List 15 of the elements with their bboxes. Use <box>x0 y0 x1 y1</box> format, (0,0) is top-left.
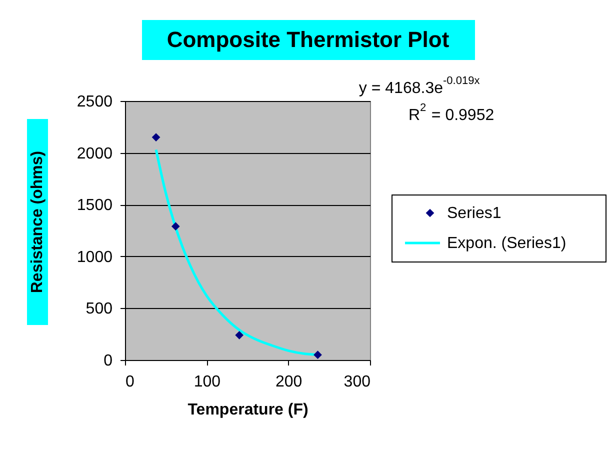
y-tick-label: 1000 <box>76 248 113 266</box>
y-axis-title: Resistance (ohms) <box>29 150 46 294</box>
y-tick-label: 2000 <box>76 145 113 162</box>
chart-title: Composite Thermistor Plot <box>166 27 450 52</box>
legend-label: Series1 <box>447 205 502 222</box>
x-tick-label: 0 <box>126 374 134 390</box>
y-tick-label: 500 <box>86 300 113 318</box>
legend-label: Expon. (Series1) <box>447 235 566 252</box>
x-tick-label: 200 <box>275 374 302 390</box>
x-axis-title: Temperature (F) <box>188 402 308 418</box>
y-tick-label: 1500 <box>76 197 113 214</box>
y-tick-label: 2500 <box>76 94 113 110</box>
y-tick-label: 0 <box>104 352 113 370</box>
x-tick-label: 300 <box>344 374 371 390</box>
x-tick-label: 100 <box>194 374 221 390</box>
